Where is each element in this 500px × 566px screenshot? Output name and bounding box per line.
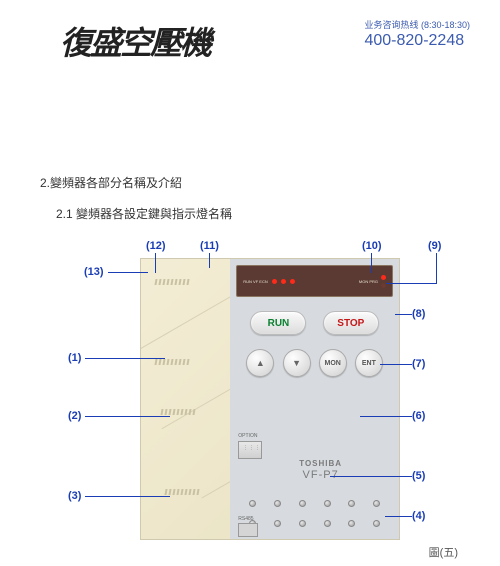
- header: 復盛空壓機 业务咨询热线 (8:30-18:30) 400-820-2248: [0, 0, 500, 64]
- label-13: (13): [84, 266, 104, 278]
- screw: [324, 500, 331, 507]
- leader-5: [330, 476, 412, 477]
- screw: [373, 520, 380, 527]
- section-title: 2.變頻器各部分名稱及介紹: [40, 174, 500, 191]
- option-label: OPTION: [238, 433, 262, 439]
- content: 2.變頻器各部分名稱及介紹 2.1 變頻器各設定鍵與指示燈名稱 (12) (11…: [0, 64, 500, 550]
- label-9: (9): [428, 240, 441, 252]
- led-labels-right: MON PRG: [359, 279, 378, 284]
- leader-9v: [436, 253, 437, 283]
- hotline-box: 业务咨询热线 (8:30-18:30) 400-820-2248: [364, 18, 470, 50]
- leader-7: [380, 364, 412, 365]
- rs485-label: RS485: [238, 516, 258, 522]
- leader-8: [395, 314, 412, 315]
- label-10: (10): [362, 240, 382, 252]
- label-11: (11): [200, 240, 219, 252]
- label-12: (12): [146, 240, 166, 252]
- subsection-title: 2.1 變頻器各設定鍵與指示燈名稱: [56, 205, 500, 222]
- label-8: (8): [412, 308, 425, 320]
- screw: [299, 500, 306, 507]
- label-5: (5): [412, 470, 425, 482]
- label-2: (2): [68, 410, 81, 422]
- screw: [348, 500, 355, 507]
- label-3: (3): [68, 490, 81, 502]
- vent-3: [161, 409, 195, 431]
- rs485-area: RS485: [238, 516, 258, 537]
- brand-name: TOSHIBA: [236, 459, 405, 468]
- mon-button[interactable]: MON: [319, 349, 347, 377]
- rs485-icon: [238, 523, 258, 537]
- panel-right: RUN VF ECN MON PRG RUN STOP: [230, 259, 399, 539]
- inverter-panel: RUN VF ECN MON PRG RUN STOP: [140, 258, 400, 540]
- led-dots-right: [381, 275, 386, 288]
- led-dot: [281, 279, 286, 284]
- run-button[interactable]: RUN: [250, 311, 306, 335]
- up-button[interactable]: [246, 349, 274, 377]
- leader-11: [209, 253, 210, 268]
- led-dot: [272, 279, 277, 284]
- label-6: (6): [412, 410, 425, 422]
- screw: [373, 500, 380, 507]
- logo-text: 復盛空壓機: [60, 18, 210, 64]
- down-button[interactable]: [283, 349, 311, 377]
- led-dot: [381, 275, 386, 280]
- leader-3: [85, 496, 170, 497]
- led-labels-left: RUN VF ECN: [243, 279, 267, 284]
- label-4: (4): [412, 510, 425, 522]
- leader-2: [85, 416, 170, 417]
- hotline-number: 400-820-2248: [364, 32, 470, 50]
- figure-caption: 圖(五): [429, 544, 458, 560]
- ent-button[interactable]: ENT: [355, 349, 383, 377]
- led-dot: [290, 279, 295, 284]
- screw-row-1: [230, 500, 399, 507]
- screw: [274, 500, 281, 507]
- diagram-area: (12) (11) (10) (9) (13) (8) (1) (7) (2) …: [40, 240, 480, 550]
- leader-6: [360, 416, 412, 417]
- leader-1: [85, 358, 165, 359]
- screw: [348, 520, 355, 527]
- screw: [324, 520, 331, 527]
- screw: [274, 520, 281, 527]
- vent-2: [155, 359, 189, 381]
- leader-12: [155, 253, 156, 273]
- panel-left: [141, 259, 230, 539]
- brand-model: VF-P7: [236, 469, 405, 481]
- run-stop-row: RUN STOP: [236, 311, 393, 335]
- led-display: RUN VF ECN MON PRG: [236, 265, 393, 297]
- vent-1: [155, 279, 189, 301]
- vent-4: [165, 489, 199, 511]
- option-area: OPTION: [238, 433, 262, 459]
- round-button-row: MON ENT: [236, 349, 393, 377]
- hotline-label: 业务咨询热线 (8:30-18:30): [364, 18, 470, 31]
- leader-9h: [386, 283, 437, 284]
- label-1: (1): [68, 352, 81, 364]
- label-7: (7): [412, 358, 425, 370]
- led-dots: [272, 279, 295, 284]
- brand-area: TOSHIBA VF-P7: [236, 459, 405, 481]
- stop-button[interactable]: STOP: [323, 311, 379, 335]
- screw: [249, 500, 256, 507]
- leader-4: [385, 516, 412, 517]
- screw: [299, 520, 306, 527]
- leader-13: [108, 272, 148, 273]
- leader-10: [371, 253, 372, 273]
- option-icon: [238, 441, 262, 459]
